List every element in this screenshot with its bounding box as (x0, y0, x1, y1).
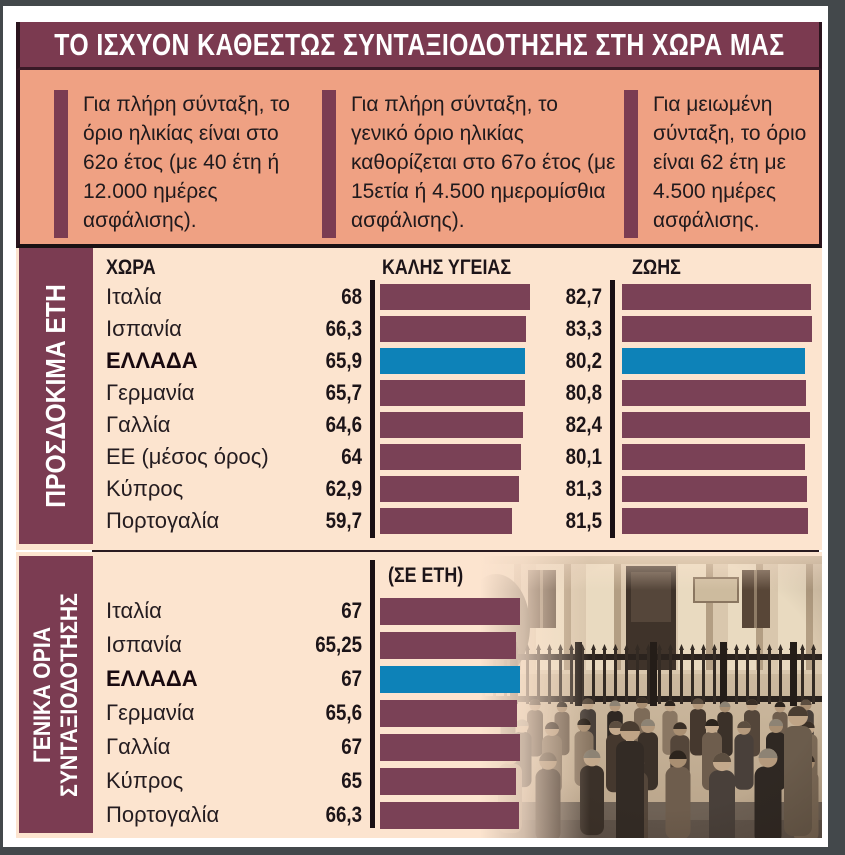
value-bar (622, 444, 805, 470)
info-text: Για πλήρη σύνταξη, το όριο ηλικίας είναι… (83, 93, 290, 232)
bar-axis (370, 560, 375, 828)
value-bar-highlight-greece (380, 348, 526, 374)
info-text: Για πλήρη σύνταξη, το γενικό όριο ηλικία… (351, 93, 616, 232)
value-bar (622, 508, 808, 534)
column-header-healthy-years: ΚΑΛΗΣ ΥΓΕΙΑΣ (382, 256, 512, 279)
section-title-vertical: ΠΡΟΣΔΟΚΙΜΑ ΕΤΗ (40, 284, 71, 508)
bar-value: 66,3 (325, 316, 362, 341)
page-title: ΤΟ ΙΣΧΥΟΝ ΚΑΘΕΣΤΩΣ ΣΥΝΤΑΞΙΟΔΟΤΗΣΗΣ ΣΤΗ Χ… (54, 26, 785, 62)
value-bar (622, 316, 812, 342)
page-edge-right (828, 0, 845, 855)
bar-value: 65,6 (325, 700, 362, 725)
country-label: Κύπρος (106, 476, 184, 501)
bar-value: 68 (341, 284, 362, 309)
country-label: Κύπρος (106, 768, 184, 793)
bar-value: 65,7 (325, 380, 362, 405)
bar-value: 66,3 (325, 802, 362, 827)
value-bar (622, 380, 807, 406)
page-edge-left (0, 0, 3, 855)
bar-value: 65,25 (315, 632, 362, 657)
value-bar-highlight-greece (622, 348, 805, 374)
bar-value: 82,7 (565, 284, 602, 309)
value-bar (622, 476, 808, 502)
bar-value: 67 (341, 598, 362, 623)
country-label: Ισπανία (106, 316, 182, 341)
bar-value: 80,2 (565, 348, 602, 373)
value-bar (380, 632, 517, 659)
bar-axis (610, 280, 615, 538)
value-bar-highlight-greece (380, 666, 520, 693)
column-header-country: ΧΩΡΑ (106, 256, 156, 279)
chart-area-life-expectancy: ΧΩΡΑ ΚΑΛΗΣ ΥΓΕΙΑΣ ΖΩΗΣ Ιταλία 68 82,7 Ισπαν… (92, 248, 822, 550)
section-divider (92, 550, 819, 552)
info-box-full-pension-62: Για πλήρη σύνταξη, το όριο ηλικίας είναι… (54, 90, 306, 238)
bar-value: 80,8 (565, 380, 602, 405)
bar-value: 59,7 (325, 508, 362, 533)
info-band: Για πλήρη σύνταξη, το όριο ηλικίας είναι… (16, 70, 822, 248)
bar-value: 64 (341, 444, 362, 469)
accent-bar (624, 90, 638, 238)
section-sidebar: ΠΡΟΣΔΟΚΙΜΑ ΕΤΗ (19, 248, 93, 544)
value-bar (622, 412, 810, 438)
value-bar (380, 476, 519, 502)
country-label: Πορτογαλία (106, 508, 220, 533)
value-bar (380, 598, 520, 625)
bar-value: 82,4 (565, 412, 602, 437)
bar-value: 83,3 (565, 316, 602, 341)
page-edge-top (0, 0, 845, 6)
section-retirement-limits: ΓΕΝΙΚΑ ΟΡΙΑ ΣΥΝΤΑΞΙΟΔΟΤΗΣΗΣ (16, 552, 822, 838)
info-text: Για μειωμένη σύνταξη, το όριο είναι 62 έ… (653, 93, 807, 232)
value-bar (380, 444, 522, 470)
accent-bar (322, 90, 336, 238)
column-header-life-years: ΖΩΗΣ (632, 256, 681, 279)
chart-area-retirement-limits: (ΣΕ ΕΤΗ) Ιταλία 67 Ισπανία 65,25 ΕΛΛΑΔΑ 67 Γερ… (92, 552, 822, 838)
bar-value: 80,1 (565, 444, 602, 469)
value-bar (380, 380, 525, 406)
bar-value: 81,5 (565, 508, 602, 533)
country-label: Ιταλία (106, 284, 162, 309)
info-box-general-limit-67: Για πλήρη σύνταξη, το γενικό όριο ηλικία… (322, 90, 618, 238)
country-label: Γερμανία (106, 380, 195, 405)
accent-bar (54, 90, 68, 238)
value-bar (380, 768, 516, 795)
country-label: Γαλλία (106, 412, 171, 437)
section-sidebar: ΓΕΝΙΚΑ ΟΡΙΑ ΣΥΝΤΑΞΙΟΔΟΤΗΣΗΣ (19, 556, 93, 833)
bar-value: 64,6 (325, 412, 362, 437)
value-bar (380, 508, 512, 534)
bar-value: 65 (341, 768, 362, 793)
country-label: ΕΛΛΑΔΑ (106, 348, 198, 373)
bar-value: 62,9 (325, 476, 362, 501)
page-edge-bottom (0, 847, 845, 855)
bar-value: 67 (341, 666, 362, 691)
value-bar (380, 802, 519, 829)
country-label: ΕΛΛΑΔΑ (106, 666, 198, 691)
bar-value: 65,9 (325, 348, 362, 373)
country-label: Ιταλία (106, 598, 162, 623)
bar-value: 81,3 (565, 476, 602, 501)
value-bar (380, 734, 520, 761)
country-label: Γερμανία (106, 700, 195, 725)
info-box-reduced-pension: Για μειωμένη σύνταξη, το όριο είναι 62 έ… (624, 90, 818, 238)
value-bar (380, 700, 518, 727)
section-title-vertical: ΓΕΝΙΚΑ ΟΡΙΑ ΣΥΝΤΑΞΙΟΔΟΤΗΣΗΣ (29, 592, 83, 797)
bar-axis (370, 280, 375, 538)
country-label: Πορτογαλία (106, 802, 220, 827)
unit-label: (ΣΕ ΕΤΗ) (388, 564, 464, 587)
infographic-frame: ΤΟ ΙΣΧΥΟΝ ΚΑΘΕΣΤΩΣ ΣΥΝΤΑΞΙΟΔΟΤΗΣΗΣ ΣΤΗ Χ… (16, 22, 822, 838)
country-label: Ισπανία (106, 632, 182, 657)
value-bar (380, 284, 530, 310)
photo-fade (480, 556, 822, 590)
value-bar (380, 316, 527, 342)
value-bar (622, 284, 811, 310)
section-life-expectancy: ΠΡΟΣΔΟΚΙΜΑ ΕΤΗ ΧΩΡΑ ΚΑΛΗΣ ΥΓΕΙΑΣ ΖΩΗΣ Ιτ… (16, 248, 822, 550)
title-bar: ΤΟ ΙΣΧΥΟΝ ΚΑΘΕΣΤΩΣ ΣΥΝΤΑΞΙΟΔΟΤΗΣΗΣ ΣΤΗ Χ… (16, 22, 822, 70)
country-label: Γαλλία (106, 734, 171, 759)
country-label: ΕΕ (μέσος όρος) (106, 444, 269, 469)
bar-value: 67 (341, 734, 362, 759)
value-bar (380, 412, 523, 438)
